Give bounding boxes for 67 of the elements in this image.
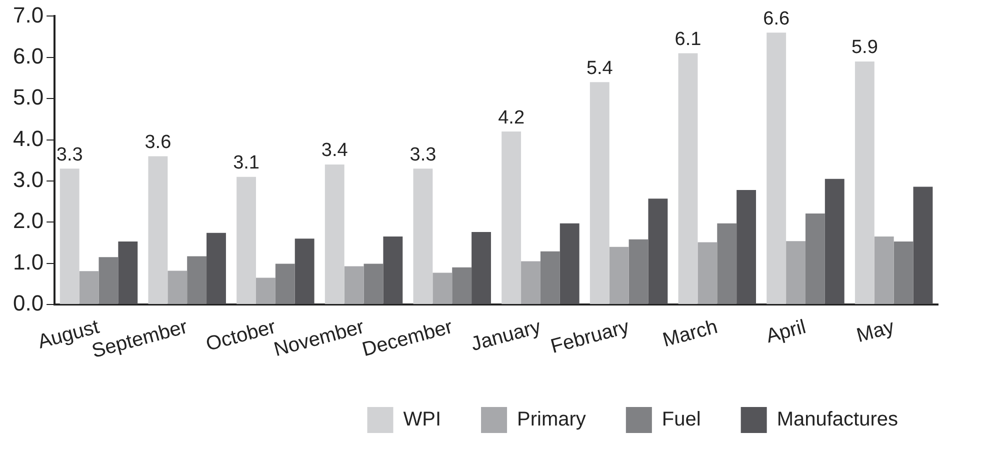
x-tick-label: February	[548, 316, 632, 358]
bar	[540, 251, 560, 304]
legend-label: Primary	[517, 408, 586, 431]
bar	[824, 178, 844, 304]
data-label: 6.6	[763, 8, 790, 30]
bar	[383, 236, 403, 304]
bar	[432, 272, 452, 304]
y-tick-label: 5.0	[12, 84, 44, 110]
bar	[206, 232, 226, 304]
bar	[560, 223, 580, 304]
data-label: 5.4	[586, 58, 614, 79]
legend-label: WPI	[403, 408, 442, 431]
x-tick-label: January	[468, 316, 544, 356]
y-tick-label: 7.0	[12, 2, 44, 28]
bar	[168, 270, 188, 304]
bar	[648, 198, 668, 304]
bar	[324, 164, 344, 304]
bar	[148, 156, 168, 304]
x-tick-label: May	[854, 316, 897, 348]
y-tick-label: 6.0	[12, 43, 44, 68]
data-label: 3.3	[410, 144, 436, 166]
data-label: 6.1	[674, 29, 702, 50]
bar	[60, 168, 80, 304]
bar	[805, 213, 825, 304]
bar	[275, 264, 295, 304]
bar	[786, 241, 806, 304]
bar	[294, 238, 314, 304]
bar	[717, 223, 737, 304]
bar	[344, 266, 364, 304]
data-label: 3.3	[56, 144, 83, 166]
bar	[609, 246, 629, 304]
bar	[590, 82, 610, 304]
bar	[874, 236, 894, 304]
y-tick-label: 0.0	[12, 290, 44, 316]
legend-label: Fuel	[662, 408, 701, 431]
bar	[413, 168, 433, 304]
bar	[472, 232, 491, 304]
data-label: 5.9	[851, 37, 878, 58]
bar	[736, 190, 756, 304]
bar	[98, 257, 118, 304]
y-tick-label: 2.0	[12, 208, 44, 234]
data-label: 3.6	[144, 132, 172, 153]
bar	[118, 241, 138, 304]
bar	[678, 53, 698, 304]
bar	[187, 256, 207, 304]
bar	[766, 32, 786, 304]
y-tick-label: 1.0	[12, 249, 44, 274]
bar	[256, 278, 276, 304]
bar	[894, 241, 914, 304]
x-tick-label: March	[660, 316, 720, 352]
bar	[698, 242, 718, 304]
data-label: 4.2	[498, 107, 525, 128]
bar	[79, 271, 99, 304]
x-tick-label: April	[764, 316, 808, 348]
bar	[502, 132, 522, 304]
data-label: 3.4	[321, 140, 348, 162]
data-label: 3.1	[233, 152, 260, 174]
bar	[236, 176, 256, 304]
legend-label: Manufactures	[776, 408, 898, 431]
bar	[452, 267, 472, 304]
y-tick-label: 4.0	[12, 126, 44, 151]
bar	[364, 264, 384, 304]
y-tick-label: 3.0	[12, 167, 44, 192]
bar	[854, 62, 874, 304]
bar	[628, 239, 648, 304]
bar	[521, 261, 540, 304]
bar	[913, 186, 933, 304]
